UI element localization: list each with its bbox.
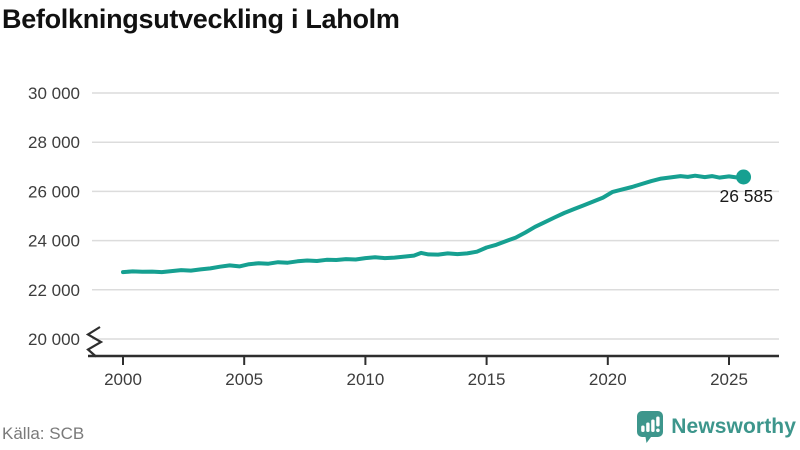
y-axis-tick-label: 28 000 — [28, 133, 80, 152]
y-axis-tick-label: 24 000 — [28, 232, 80, 251]
population-end-dot — [736, 169, 752, 185]
y-axis-tick-label: 22 000 — [28, 281, 80, 300]
axis-break-icon — [85, 326, 104, 358]
newsworthy-logo[interactable]: Newsworthy — [636, 410, 796, 444]
x-axis-tick-label: 2020 — [589, 370, 627, 389]
y-axis-tick-label: 30 000 — [28, 84, 80, 103]
end-value-label: 26 585 — [719, 186, 773, 206]
y-axis-tick-label: 26 000 — [28, 182, 80, 201]
x-axis-tick-label: 2000 — [104, 370, 142, 389]
y-axis-tick-label: 20 000 — [28, 330, 80, 349]
x-axis-tick-label: 2025 — [710, 370, 748, 389]
x-axis-tick-label: 2015 — [468, 370, 506, 389]
x-axis-tick-label: 2010 — [346, 370, 384, 389]
x-axis-tick-label: 2005 — [225, 370, 263, 389]
source-label: Källa: SCB — [2, 424, 85, 443]
population-line — [121, 173, 746, 275]
newsworthy-wordmark: Newsworthy — [671, 415, 796, 438]
page-title: Befolkningsutveckling i Laholm — [2, 4, 400, 34]
newsworthy-bubble-chart-icon — [637, 411, 664, 443]
